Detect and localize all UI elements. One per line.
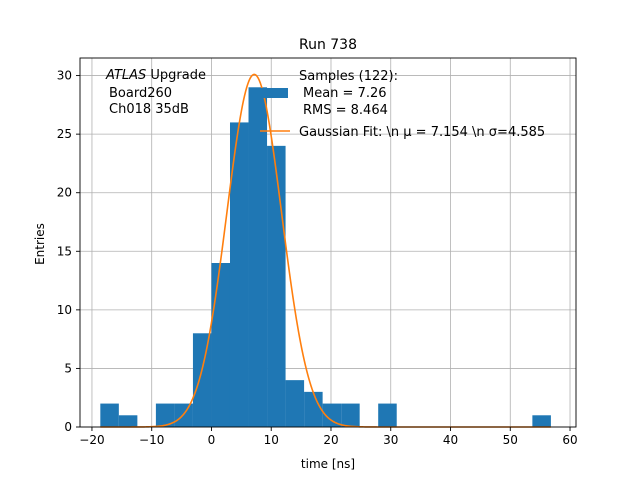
x-tick-label: 60 xyxy=(562,433,577,447)
grid-lines xyxy=(80,58,576,428)
annotation-atlas: ATLAS xyxy=(105,68,146,83)
histogram-bar xyxy=(118,415,138,427)
annotation-line1: ATLAS Upgrade xyxy=(105,68,206,83)
x-tick-label: 30 xyxy=(383,433,398,447)
x-tick-label: 40 xyxy=(443,433,458,447)
y-axis-label: Entries xyxy=(33,223,47,265)
plot-frame xyxy=(79,57,577,428)
histogram-bar xyxy=(211,263,230,427)
x-tick-label: 20 xyxy=(323,433,338,447)
histogram-bar xyxy=(155,403,175,427)
histogram-bar xyxy=(229,122,249,427)
legend-fit-label: Gaussian Fit: \n μ = 7.154 \n σ=4.585 xyxy=(299,125,545,140)
y-tick-label: 30 xyxy=(57,69,72,83)
histogram-bar xyxy=(322,403,342,427)
histogram-bar xyxy=(532,415,551,427)
legend: Samples (122): Mean = 7.26 RMS = 8.464 G… xyxy=(260,69,545,140)
legend-hist-line1: Samples (122): xyxy=(299,69,398,84)
atlas-annotation: ATLAS Upgrade Board260 Ch018 35dB xyxy=(105,68,206,117)
x-tick-label: 0 xyxy=(208,433,216,447)
y-tick-label: 5 xyxy=(64,361,72,375)
histogram-bar xyxy=(304,391,323,427)
annotation-line2: Board260 xyxy=(109,86,172,101)
y-tick-label: 10 xyxy=(57,303,72,317)
histogram-bar xyxy=(100,403,119,427)
legend-hist-line2: Mean = 7.26 xyxy=(303,86,387,101)
y-tick-label: 25 xyxy=(57,127,72,141)
histogram-bar xyxy=(341,403,360,427)
y-tick-label: 0 xyxy=(64,420,72,434)
chart-title: Run 738 xyxy=(299,37,357,53)
legend-hist-swatch xyxy=(260,88,288,98)
x-tick-label: 10 xyxy=(264,433,279,447)
x-tick-label: −10 xyxy=(139,433,164,447)
annotation-upgrade: Upgrade xyxy=(146,68,206,83)
x-tick-label: −20 xyxy=(79,433,104,447)
histogram-bars xyxy=(100,87,551,428)
y-axis-ticks: 0 5 10 15 20 25 30 xyxy=(57,69,80,434)
y-tick-label: 20 xyxy=(57,186,72,200)
histogram-bar xyxy=(378,403,397,427)
annotation-line3: Ch018 35dB xyxy=(109,102,189,117)
y-tick-label: 15 xyxy=(57,244,72,258)
x-tick-label: 50 xyxy=(503,433,518,447)
histogram-bar xyxy=(285,380,305,427)
legend-hist-line3: RMS = 8.464 xyxy=(303,103,388,118)
x-axis-ticks: −20 −10 0 10 20 30 40 50 60 xyxy=(79,427,578,447)
histogram-bar xyxy=(248,87,268,428)
x-axis-label: time [ns] xyxy=(301,457,355,471)
histogram-bar xyxy=(192,333,212,427)
histogram-bar xyxy=(267,145,286,427)
